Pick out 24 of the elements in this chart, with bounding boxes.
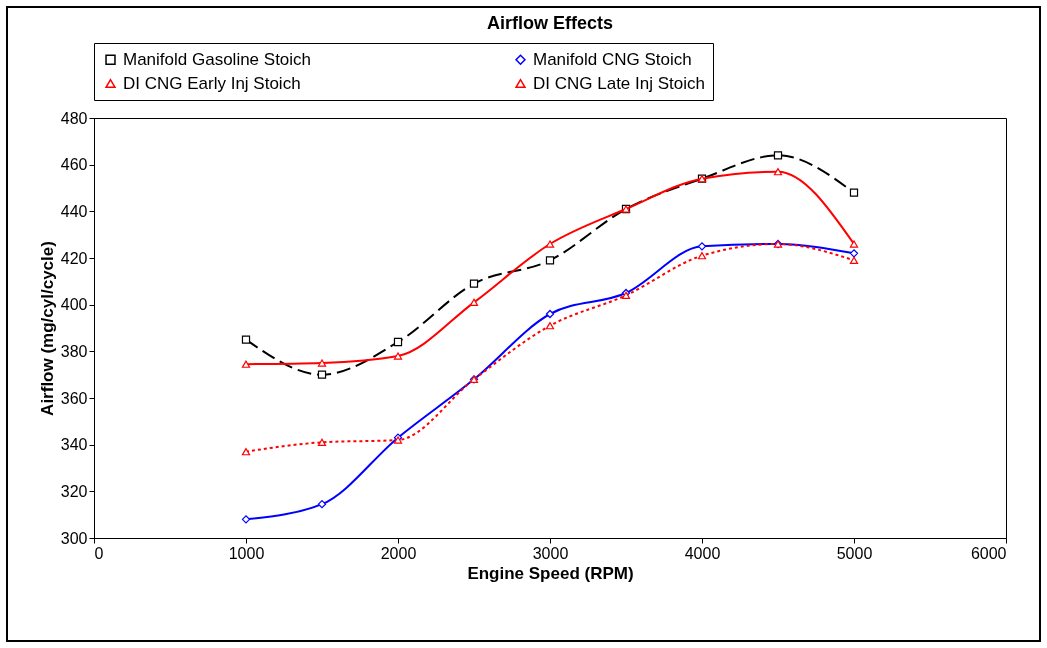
legend-label: DI CNG Early Inj Stoich (123, 73, 301, 93)
x-tick-label: 3000 (532, 544, 569, 562)
y-tick-label: 420 (60, 249, 88, 267)
x-tick-label: 5000 (836, 544, 873, 562)
y-tick-label: 400 (60, 296, 88, 314)
x-tick-label: 4000 (684, 544, 721, 562)
legend-label: Manifold CNG Stoich (533, 49, 692, 69)
legend-label: Manifold Gasoline Stoich (123, 49, 312, 69)
y-axis-title: Airflow (mg/cyl/cycle) (37, 241, 57, 416)
y-tick-label: 340 (60, 436, 88, 454)
x-axis-title: Engine Speed (RPM) (467, 563, 634, 583)
y-tick-label: 300 (60, 529, 88, 547)
y-tick-label: 380 (60, 342, 88, 360)
y-tick-label: 480 (60, 109, 88, 127)
legend-label: DI CNG Late Inj Stoich (533, 73, 705, 93)
x-tick-label: 6000 (970, 544, 1007, 562)
y-tick-label: 320 (60, 482, 88, 500)
y-tick-label: 460 (60, 156, 88, 174)
x-tick-label: 0 (94, 544, 104, 562)
y-tick-label: 360 (60, 389, 88, 407)
x-tick-label: 1000 (228, 544, 265, 562)
chart-title: Airflow Effects (486, 12, 614, 33)
y-tick-label: 440 (60, 202, 88, 220)
x-tick-label: 2000 (380, 544, 417, 562)
